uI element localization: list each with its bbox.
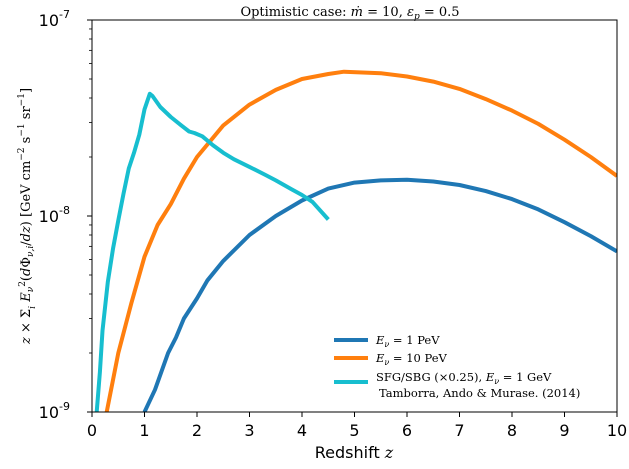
series-line-10pev [104,69,617,412]
y-axis: 10-9 10-8 10-7 [39,8,92,422]
x-tick-label: 6 [402,421,412,440]
plot-frame [91,19,618,413]
x-tick-label: 0 [87,421,97,440]
svg-text:z × Σi Eν2(dΦν,i/dz) [GeV cm−2: z × Σi Eν2(dΦν,i/dz) [GeV cm−2 s−1 sr−1] [17,88,38,345]
y-tick-label: 10-7 [39,8,70,30]
legend-label-1pev: Eν = 1 PeV [375,333,440,349]
series-line-sfg [94,91,330,412]
x-tick-label: 4 [297,421,307,440]
x-tick-label: 10 [607,421,627,440]
x-tick-label: 3 [244,421,254,440]
x-tick-label: 2 [192,421,202,440]
legend-label-sfg-citation: Tamborra, Ando & Murase. (2014) [379,386,580,400]
y-tick-label: 10-9 [39,400,70,422]
x-tick-label: 7 [454,421,464,440]
legend-label-10pev: Eν = 10 PeV [375,351,448,367]
x-tick-label: 1 [139,421,149,440]
series-line-1pev [142,177,617,412]
x-tick-label: 9 [559,421,569,440]
x-tick-label: 5 [349,421,359,440]
x-axis: 0 1 2 3 4 5 6 7 8 9 10 [87,412,627,440]
chart-title: Optimistic case: ṁ = 10, εp = 0.5 [240,5,459,22]
x-tick-label: 8 [507,421,517,440]
y-axis-label: z × Σi Eν2(dΦν,i/dz) [GeV cm−2 s−1 sr−1] [17,88,38,345]
y-tick-label: 10-8 [39,204,70,226]
legend-label-sfg: SFG/SBG (×0.25), Eν = 1 GeV [376,370,552,386]
series-layer [94,69,617,412]
x-axis-label: Redshift z [315,443,394,462]
legend: Eν = 1 PeV Eν = 10 PeV SFG/SBG (×0.25), … [334,333,580,400]
